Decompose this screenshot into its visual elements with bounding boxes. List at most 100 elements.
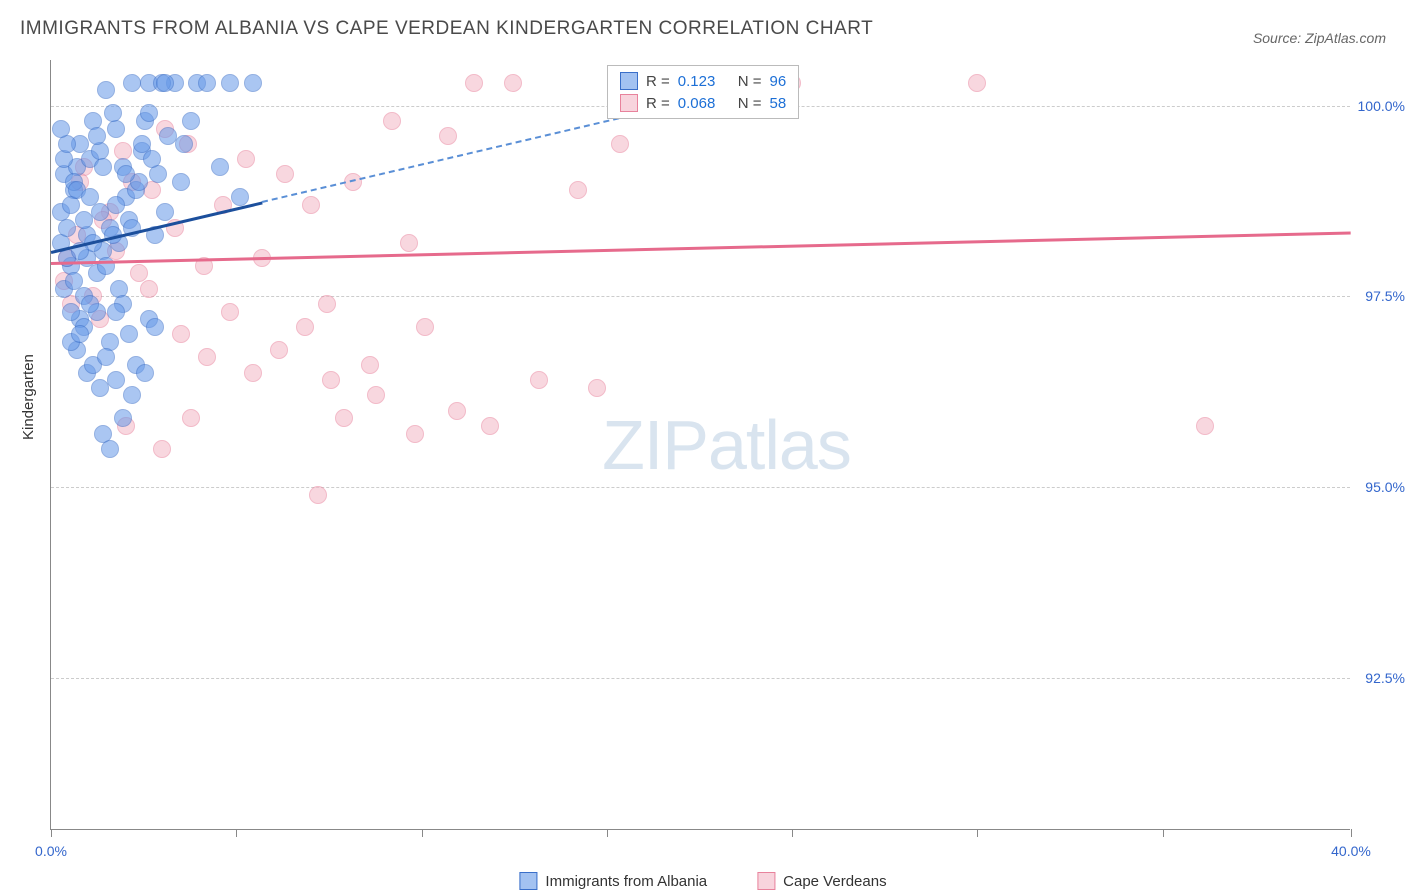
n-value: 58 [770,95,787,112]
blue-point [140,104,158,122]
bottom-legend: Immigrants from Albania Cape Verdeans [519,872,886,890]
pink-point [448,402,466,420]
blue-point [101,440,119,458]
y-tick-label: 92.5% [1355,670,1405,686]
pink-point [569,181,587,199]
swatch-pink-icon [757,872,775,890]
n-label: N = [738,73,762,90]
pink-point [172,325,190,343]
pink-point [465,74,483,92]
r-value: 0.068 [678,95,730,112]
x-tick [422,829,423,837]
y-tick-label: 95.0% [1355,479,1405,495]
x-tick-label: 40.0% [1331,843,1371,859]
blue-point [97,81,115,99]
chart-title: IMMIGRANTS FROM ALBANIA VS CAPE VERDEAN … [20,18,873,40]
blue-point [244,74,262,92]
blue-point [156,203,174,221]
x-tick [1163,829,1164,837]
pink-point [383,112,401,130]
blue-point [52,120,70,138]
blue-point [175,135,193,153]
x-tick [51,829,52,837]
r-value: 0.123 [678,73,730,90]
pink-point [244,364,262,382]
blue-point [221,74,239,92]
pink-point [322,371,340,389]
swatch-pink-icon [620,94,638,112]
blue-point [123,386,141,404]
swatch-blue-icon [519,872,537,890]
x-tick [607,829,608,837]
blue-point [62,303,80,321]
legend-row-pink: R = 0.068 N = 58 [620,92,786,114]
watermark-zip: ZIP [602,406,708,484]
pink-point [504,74,522,92]
pink-point [296,318,314,336]
blue-point [81,295,99,313]
legend-item-pink: Cape Verdeans [757,872,886,890]
watermark-atlas: atlas [708,406,851,484]
pink-point [276,165,294,183]
y-axis-label: Kindergarten [20,354,37,440]
r-label: R = [646,95,670,112]
blue-point [65,272,83,290]
legend-pink-label: Cape Verdeans [783,873,886,890]
blue-point [55,150,73,168]
blue-point [88,127,106,145]
pink-point [1196,417,1214,435]
blue-point [94,158,112,176]
blue-point [117,165,135,183]
x-tick [1351,829,1352,837]
pink-point [221,303,239,321]
source-attribution: Source: ZipAtlas.com [1253,30,1386,46]
blue-point [114,409,132,427]
y-tick-label: 100.0% [1355,98,1405,114]
x-tick [236,829,237,837]
pink-point [406,425,424,443]
plot-region: ZIPatlas 92.5%95.0%97.5%100.0%0.0%40.0%R… [50,60,1350,830]
pink-point [318,295,336,313]
blue-point [172,173,190,191]
x-tick-label: 0.0% [35,843,67,859]
blue-point [91,379,109,397]
pink-trendline [51,232,1351,265]
pink-point [367,386,385,404]
pink-point [400,234,418,252]
pink-point [140,280,158,298]
watermark: ZIPatlas [602,405,851,485]
x-tick [977,829,978,837]
x-tick [792,829,793,837]
blue-point [146,318,164,336]
blue-point [104,104,122,122]
blue-point [231,188,249,206]
gridline [51,296,1350,297]
blue-point [107,120,125,138]
blue-point [97,257,115,275]
pink-point [153,440,171,458]
blue-point [198,74,216,92]
blue-point [211,158,229,176]
pink-point [309,486,327,504]
pink-point [481,417,499,435]
pink-point [237,150,255,168]
pink-point [182,409,200,427]
blue-point [133,135,151,153]
pink-point [611,135,629,153]
pink-point [335,409,353,427]
blue-point [97,348,115,366]
blue-point [136,364,154,382]
legend-row-blue: R =0.123N =96 [620,70,786,92]
correlation-legend: R =0.123N =96R =0.068N =58 [607,65,799,119]
legend-blue-label: Immigrants from Albania [545,873,707,890]
chart-area: ZIPatlas 92.5%95.0%97.5%100.0%0.0%40.0%R… [50,60,1350,830]
pink-point [270,341,288,359]
blue-point [182,112,200,130]
blue-point [107,196,125,214]
n-label: N = [738,95,762,112]
blue-point [143,150,161,168]
pink-point [968,74,986,92]
blue-point [107,303,125,321]
blue-point [75,211,93,229]
blue-point [107,371,125,389]
